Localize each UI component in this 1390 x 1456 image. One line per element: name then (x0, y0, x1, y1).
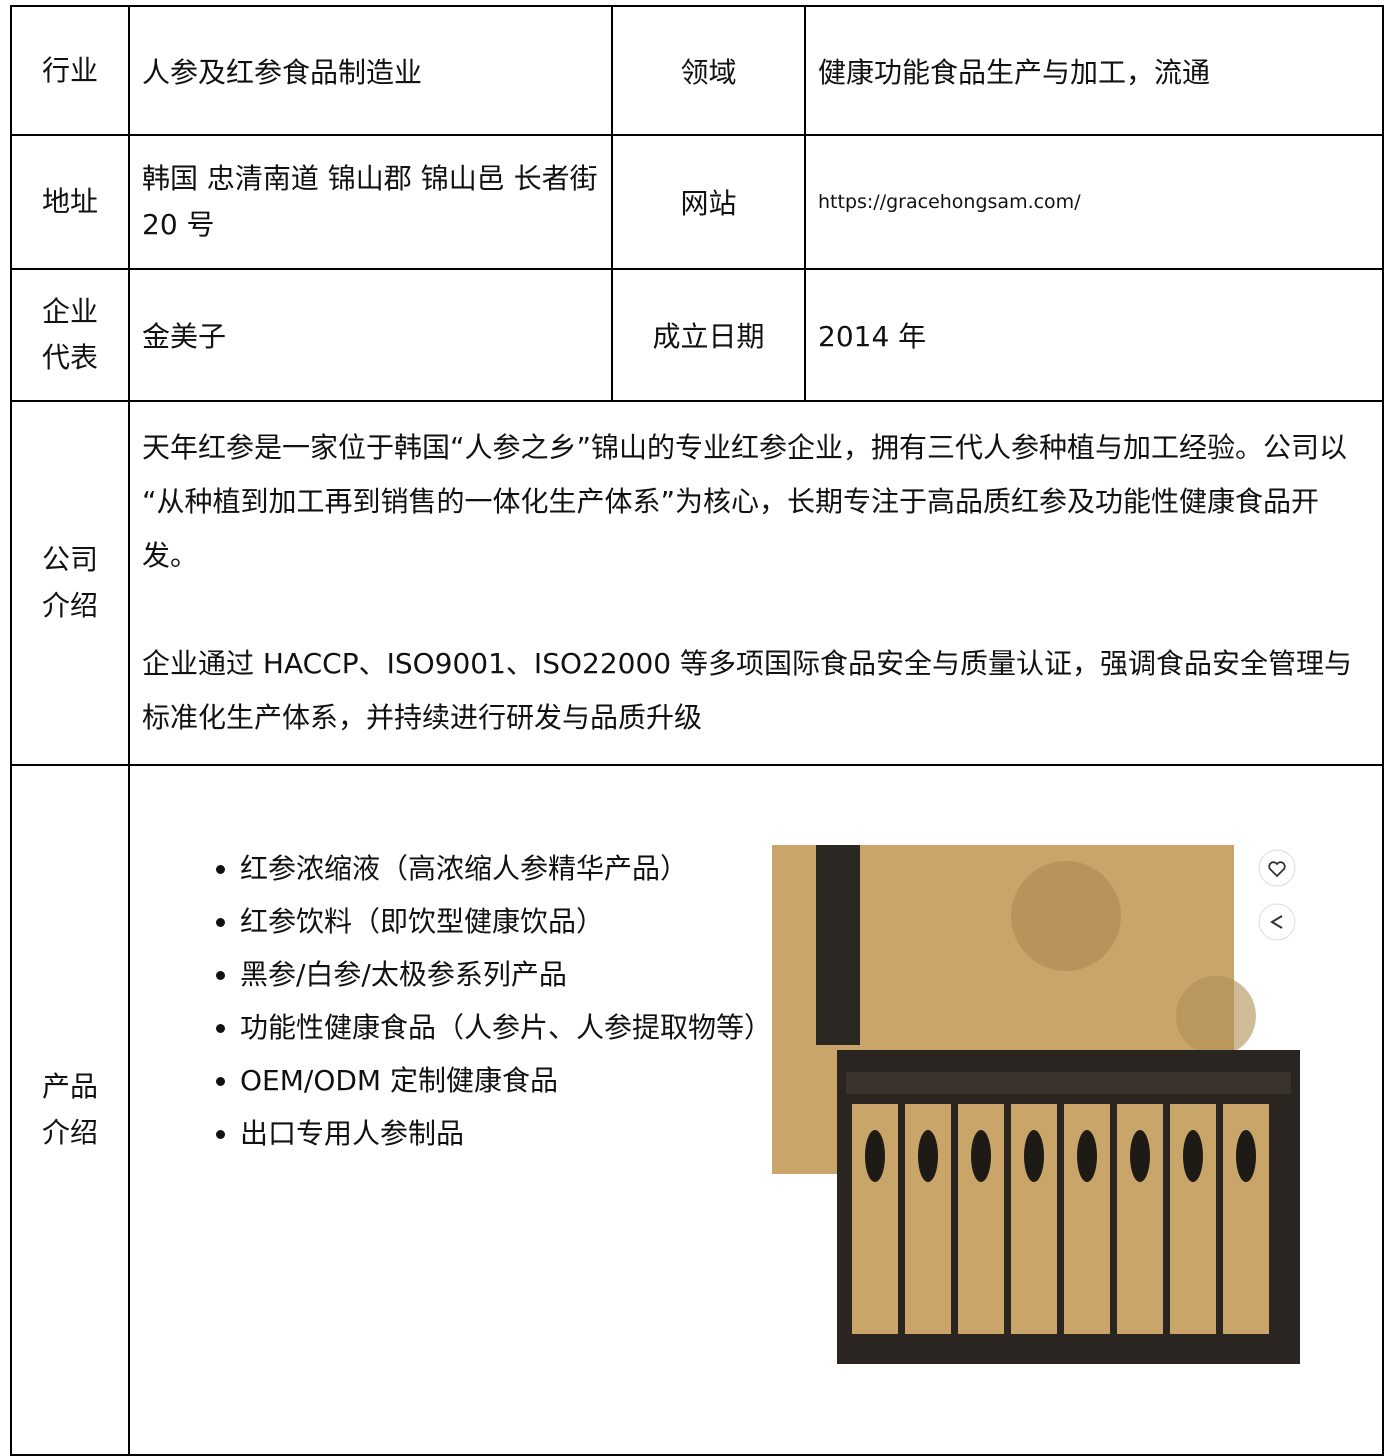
value: 韩国 忠清南道 锦山郡 锦山邑 长者街 20 号 (128, 134, 613, 270)
paragraph: 天年红参是一家位于韩国“人参之乡”锦山的专业红参企业，拥有三代人参种植与加工经验… (142, 431, 1348, 572)
value: 2014 年 (804, 268, 1384, 402)
label-cell: 行业 (10, 5, 130, 136)
row: 公司介绍 天年红参是一家位于韩国“人参之乡”锦山的专业红参企业，拥有三代人参种植… (10, 400, 1384, 766)
label-cell: 产品介绍 (10, 764, 130, 1456)
label-cell: 地址 (10, 134, 130, 270)
product-item: 红参饮料（即饮型健康饮品） (240, 895, 772, 948)
product-item: 黑参/白参/太极参系列产品 (240, 948, 772, 1001)
value: 金美子 (128, 268, 613, 402)
value: 人参及红参食品制造业 (128, 5, 613, 136)
row: 行业 人参及红参食品制造业 领域 健康功能食品生产与加工，流通 (10, 5, 1384, 136)
row: 产品介绍 红参浓缩液（高浓缩人参精华产品）红参饮料（即饮型健康饮品）黑参/白参/… (10, 764, 1384, 1456)
label: 地址 (41, 185, 98, 218)
share-button[interactable] (1258, 903, 1296, 941)
label: 产品介绍 (41, 1070, 98, 1149)
product-image (772, 845, 1300, 1364)
products-cell: 红参浓缩液（高浓缩人参精华产品）红参饮料（即饮型健康饮品）黑参/白参/太极参系列… (128, 764, 1384, 1456)
row: 企业代表 金美子 成立日期 2014 年 (10, 268, 1384, 402)
row: 地址 韩国 忠清南道 锦山郡 锦山邑 长者街 20 号 网站 https://g… (10, 134, 1384, 270)
paragraph: 企业通过 HACCP、ISO9001、ISO22000 等多项国际食品安全与质量… (142, 647, 1352, 734)
label: 网站 (611, 134, 806, 270)
product-item: 功能性健康食品（人参片、人参提取物等） (240, 1001, 772, 1054)
like-button[interactable] (1258, 849, 1296, 887)
value: 健康功能食品生产与加工，流通 (804, 5, 1384, 136)
company-table: 行业 人参及红参食品制造业 领域 健康功能食品生产与加工，流通 地址 韩国 忠清… (10, 5, 1384, 1456)
label-cell: 企业代表 (10, 268, 130, 402)
label: 行业 (41, 53, 98, 87)
product-list: 红参浓缩液（高浓缩人参精华产品）红参饮料（即饮型健康饮品）黑参/白参/太极参系列… (130, 842, 772, 1160)
label: 领域 (611, 5, 806, 136)
label: 成立日期 (611, 268, 806, 402)
product-item: 出口专用人参制品 (240, 1107, 772, 1160)
website[interactable]: https://gracehongsam.com/ (804, 134, 1384, 270)
product-item: OEM/ODM 定制健康食品 (240, 1054, 772, 1107)
label-cell: 公司介绍 (10, 400, 130, 766)
label: 公司介绍 (41, 543, 98, 622)
product-item: 红参浓缩液（高浓缩人参精华产品） (240, 842, 772, 895)
intro-cell: 天年红参是一家位于韩国“人参之乡”锦山的专业红参企业，拥有三代人参种植与加工经验… (128, 400, 1384, 766)
label: 企业代表 (41, 295, 98, 374)
